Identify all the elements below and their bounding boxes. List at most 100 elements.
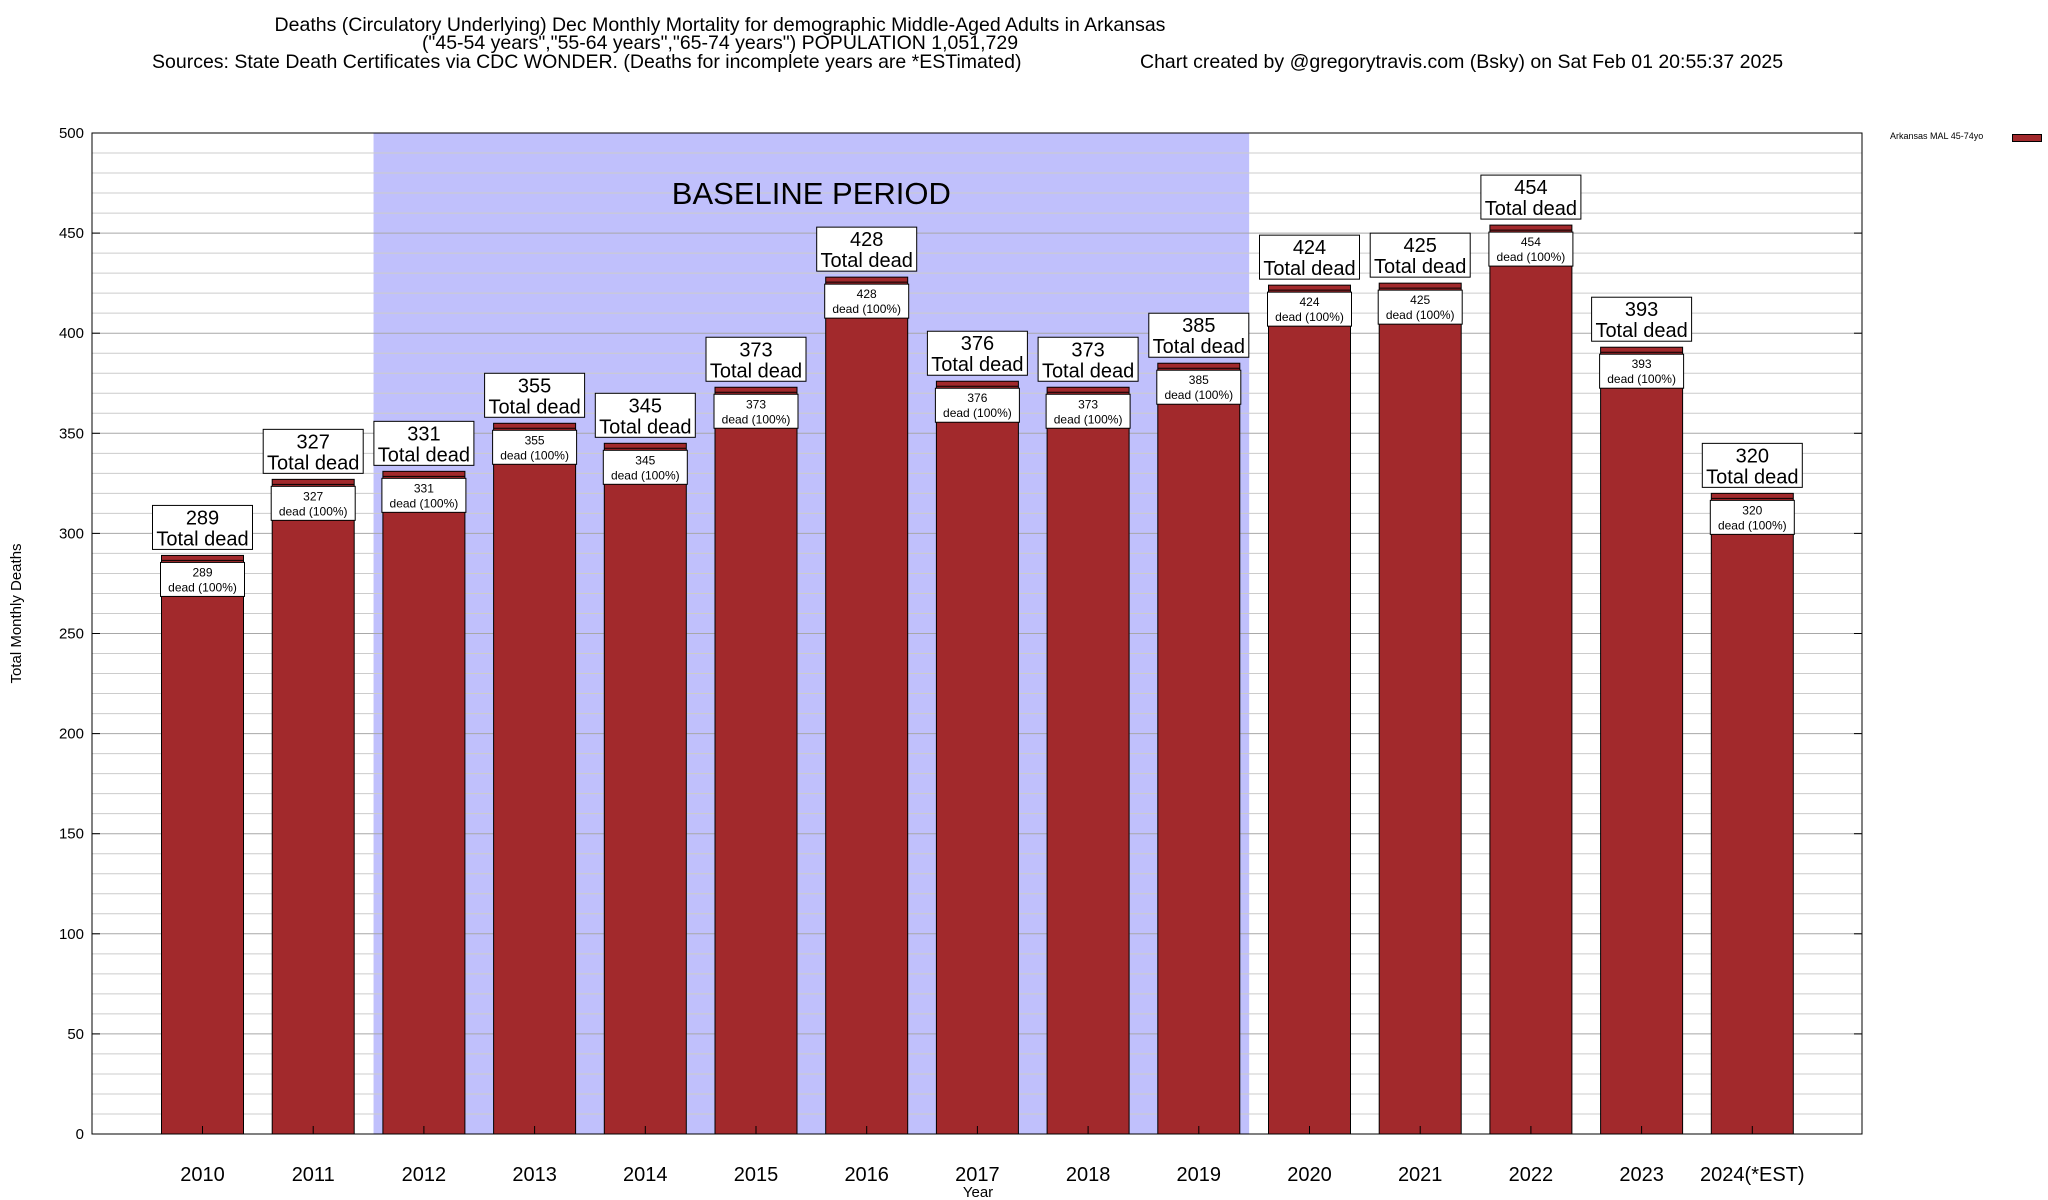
x-tick-label: 2020	[1287, 1164, 1332, 1186]
inner-label-box	[492, 429, 578, 465]
total-value-label: 320	[1736, 445, 1769, 467]
inner-value-label: 385	[1189, 373, 1209, 387]
inner-label-box	[270, 485, 356, 521]
x-tick-label: 2018	[1066, 1164, 1111, 1186]
total-value-label: 393	[1625, 299, 1658, 321]
total-label-box	[262, 428, 364, 474]
total-text-label: Total dead	[378, 444, 470, 466]
inner-label-box	[381, 477, 467, 513]
total-text-label: Total dead	[821, 250, 913, 272]
inner-value-label: 345	[635, 453, 655, 467]
inner-label-box	[1709, 499, 1795, 535]
inner-value-label: 327	[303, 489, 323, 503]
inner-percent-label: dead (100%)	[1497, 250, 1566, 264]
bar	[603, 442, 687, 1135]
total-text-label: Total dead	[1263, 258, 1355, 280]
x-axis-label: Year	[963, 1184, 993, 1200]
total-value-label: 289	[186, 507, 219, 529]
total-label-box	[1591, 296, 1693, 342]
inner-percent-label: dead (100%)	[1054, 412, 1123, 426]
inner-percent-label: dead (100%)	[1386, 308, 1455, 322]
inner-value-label: 320	[1742, 503, 1762, 517]
inner-percent-label: dead (100%)	[1718, 518, 1787, 532]
x-tick-label: 2013	[512, 1164, 557, 1186]
total-text-label: Total dead	[599, 416, 691, 438]
y-tick-label: 300	[59, 525, 84, 542]
total-value-label: 425	[1404, 235, 1437, 257]
bar	[714, 386, 798, 1135]
total-label-box	[1037, 336, 1139, 382]
total-value-label: 327	[297, 431, 330, 453]
total-value-label: 373	[739, 339, 772, 361]
inner-label-box	[713, 393, 799, 429]
inner-value-label: 373	[746, 397, 766, 411]
bar	[382, 470, 466, 1135]
inner-label-box	[602, 449, 688, 485]
inner-percent-label: dead (100%)	[1607, 372, 1676, 386]
total-text-label: Total dead	[1706, 466, 1798, 488]
bar	[1157, 362, 1241, 1135]
total-text-label: Total dead	[931, 354, 1023, 376]
chart-sources: Sources: State Death Certificates via CD…	[152, 51, 1022, 73]
total-text-label: Total dead	[1153, 336, 1245, 358]
total-value-label: 373	[1071, 339, 1104, 361]
total-label-box	[484, 372, 586, 418]
total-value-label: 385	[1182, 315, 1215, 337]
total-text-label: Total dead	[488, 396, 580, 418]
y-tick-label: 500	[59, 125, 84, 142]
total-label-box	[1480, 174, 1582, 220]
x-tick-label: 2017	[955, 1164, 1000, 1186]
total-value-label: 424	[1293, 237, 1326, 259]
inner-percent-label: dead (100%)	[722, 412, 791, 426]
total-label-box	[152, 504, 253, 550]
inner-label-box	[1156, 369, 1242, 405]
inner-label-box	[1377, 289, 1463, 325]
total-value-label: 355	[518, 375, 551, 397]
x-tick-label: 2015	[734, 1164, 779, 1186]
chart-credit: Chart created by @gregorytravis.com (Bsk…	[1140, 51, 1784, 73]
x-tick-label: 2011	[292, 1164, 335, 1186]
x-tick-label: 2021	[1398, 1164, 1443, 1186]
total-label-box	[594, 392, 696, 438]
total-text-label: Total dead	[710, 360, 802, 382]
inner-percent-label: dead (100%)	[611, 468, 680, 482]
x-tick-label: 2019	[1177, 1164, 1222, 1186]
x-tick-label: 2023	[1619, 1164, 1664, 1186]
total-text-label: Total dead	[156, 528, 248, 550]
y-tick-label: 50	[67, 1026, 84, 1043]
total-label-box	[1369, 232, 1471, 278]
inner-value-label: 393	[1632, 357, 1652, 371]
y-tick-label: 250	[59, 626, 84, 643]
total-label-box	[1259, 234, 1360, 280]
bar	[1489, 224, 1573, 1135]
inner-label-box	[1488, 231, 1574, 267]
total-label-box	[705, 336, 807, 382]
inner-percent-label: dead (100%)	[1275, 310, 1344, 324]
total-value-label: 376	[961, 333, 994, 355]
x-tick-label: 2010	[180, 1164, 225, 1186]
total-text-label: Total dead	[1042, 360, 1134, 382]
total-label-box	[1701, 442, 1803, 488]
y-tick-label: 450	[59, 225, 84, 242]
y-tick-label: 400	[59, 325, 84, 342]
y-axis-label: Total Monthly Deaths	[8, 543, 25, 683]
chart-subtitle: ("45-54 years","55-64 years","65-74 year…	[421, 32, 1019, 54]
y-tick-label: 0	[76, 1126, 84, 1143]
total-text-label: Total dead	[1485, 198, 1577, 220]
bar	[1046, 386, 1130, 1135]
total-text-label: Total dead	[1374, 256, 1466, 278]
inner-percent-label: dead (100%)	[390, 496, 459, 510]
y-tick-label: 100	[59, 926, 84, 943]
bar	[825, 276, 909, 1135]
total-value-label: 428	[850, 229, 883, 251]
total-text-label: Total dead	[1595, 320, 1687, 342]
x-tick-label: 2024(*EST)	[1700, 1164, 1805, 1186]
bar	[271, 478, 355, 1135]
bar	[161, 554, 244, 1135]
total-value-label: 345	[629, 395, 662, 417]
inner-value-label: 331	[414, 481, 434, 495]
inner-value-label: 289	[192, 565, 212, 579]
inner-label-box	[1599, 353, 1685, 389]
x-tick-label: 2022	[1509, 1164, 1554, 1186]
